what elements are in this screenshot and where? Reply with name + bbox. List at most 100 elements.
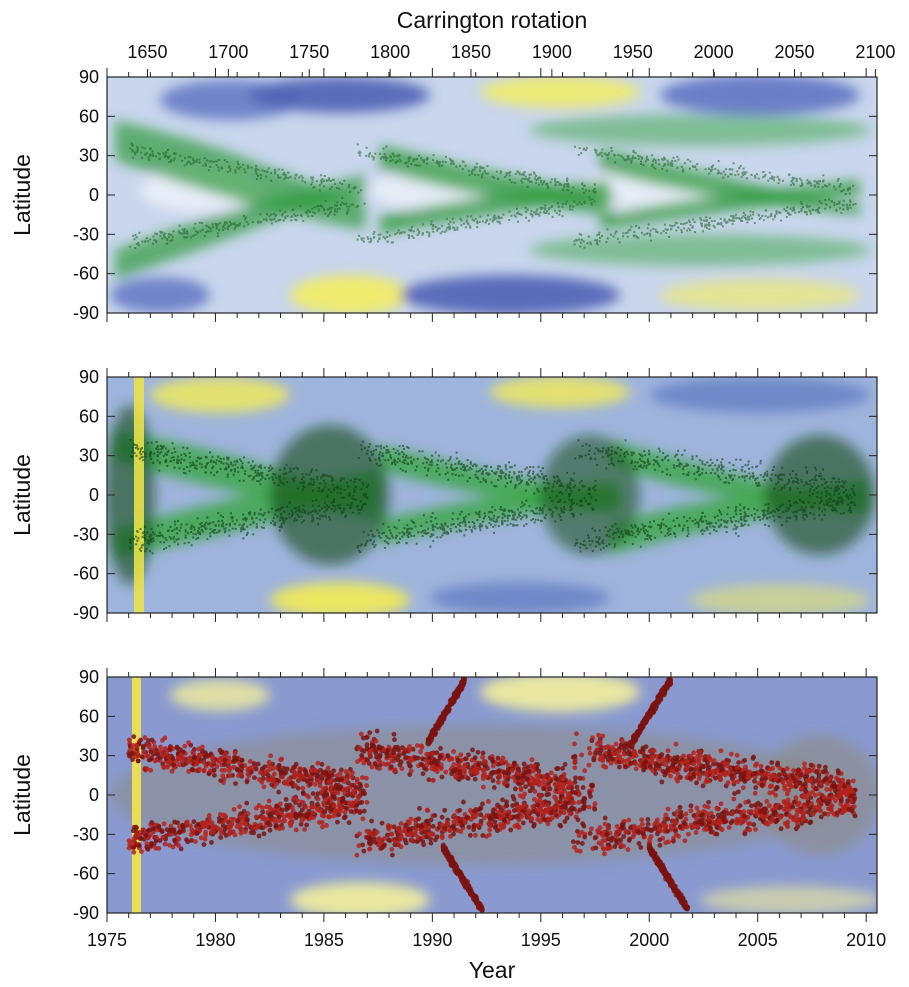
heatmap-speckle [430,220,433,223]
heatmap-speckle [366,486,369,489]
heatmap-speckle [831,500,834,503]
heatmap-speckle [360,448,363,451]
heatmap-speckle [697,469,700,472]
heatmap-speckle [682,527,685,530]
heatmap-speckle [764,514,767,517]
heatmap-speckle [375,445,378,448]
sunspot-point [297,802,302,808]
heatmap-speckle [421,450,424,453]
heatmap-speckle [164,151,167,154]
heatmap-speckle [456,228,459,231]
sunspot-point [587,831,593,836]
heatmap-speckle [320,180,323,183]
heatmap-speckle [484,468,487,471]
heatmap-speckle [559,515,562,518]
heatmap-speckle [155,233,158,236]
sunspot-point [463,762,468,768]
heatmap-speckle [671,162,674,165]
heatmap-speckle [557,181,560,184]
heatmap-speckle [206,516,209,519]
heatmap-speckle [450,523,453,526]
heatmap-speckle [808,494,811,497]
heatmap-speckle [504,175,507,178]
heatmap-speckle [145,547,148,550]
heatmap-speckle [463,518,466,521]
heatmap-speckle [770,479,773,482]
heatmap-speckle [209,527,212,530]
heatmap-speckle [460,510,463,513]
heatmap-speckle [401,455,404,458]
heatmap-speckle [225,466,228,469]
heatmap-speckle [795,518,798,521]
heatmap-speckle [610,452,613,455]
heatmap-speckle [478,513,481,516]
heatmap-speckle [267,167,270,170]
heatmap-speckle [484,515,487,518]
panel-bottom-background [107,677,877,913]
heatmap-speckle [319,205,322,208]
heatmap-speckle [781,179,784,182]
heatmap-speckle [425,457,428,460]
heatmap-speckle [147,541,150,544]
sunspot-point [579,841,585,846]
heatmap-speckle [652,158,655,161]
heatmap-speckle [603,152,606,155]
heatmap-speckle [712,525,715,528]
heatmap-speckle [363,202,366,205]
heatmap-speckle [222,457,225,460]
heatmap-speckle [781,478,784,481]
heatmap-speckle [514,172,517,175]
heatmap-speckle [774,216,777,219]
heatmap-speckle [688,221,691,224]
heatmap-speckle [274,509,277,512]
heatmap-speckle [731,479,734,482]
heatmap-speckle [405,542,408,545]
heatmap-speckle [716,223,719,226]
heatmap-speckle [698,519,701,522]
heatmap-speckle [605,241,608,244]
heatmap-speckle [838,200,841,203]
heatmap-speckle [469,225,472,228]
heatmap-speckle [464,521,467,524]
heatmap-speckle [297,506,300,509]
heatmap-speckle [542,477,545,480]
heatmap-speckle [311,468,314,471]
heatmap-speckle [595,242,598,245]
heatmap-speckle [279,475,282,478]
heatmap-speckle [259,478,262,481]
heatmap-speckle [386,157,389,160]
heatmap-speckle [659,526,662,529]
heatmap-speckle [380,463,383,466]
heatmap-speckle [770,214,773,217]
heatmap-speckle [824,199,827,202]
heatmap-speckle [631,526,634,529]
heatmap-speckle [192,162,195,165]
heatmap-speckle [512,518,515,521]
heatmap-speckle [383,540,386,543]
heatmap-speckle [180,457,183,460]
heatmap-speckle [384,156,387,159]
heatmap-speckle [135,243,138,246]
heatmap-speckle [646,534,649,537]
heatmap-speckle [713,526,716,529]
heatmap-speckle [264,477,267,480]
heatmap-speckle [161,447,164,450]
heatmap-speckle [389,155,392,158]
heatmap-speckle [197,531,200,534]
heatmap-speckle [450,467,453,470]
heatmap-speckle [737,520,740,523]
heatmap-speckle [379,536,382,539]
heatmap-speckle [470,170,473,173]
heatmap-speckle [729,469,732,472]
heatmap-speckle [398,459,401,462]
heatmap-speckle [579,499,582,502]
ytick-label: 60 [79,406,99,426]
heatmap-speckle [741,475,744,478]
heatmap-speckle [483,170,486,173]
heatmap-speckle [525,499,528,502]
heatmap-speckle [177,459,180,462]
heatmap-speckle [339,507,342,510]
heatmap-speckle [418,164,421,167]
heatmap-speckle [849,206,852,209]
heatmap-speckle [396,160,399,163]
